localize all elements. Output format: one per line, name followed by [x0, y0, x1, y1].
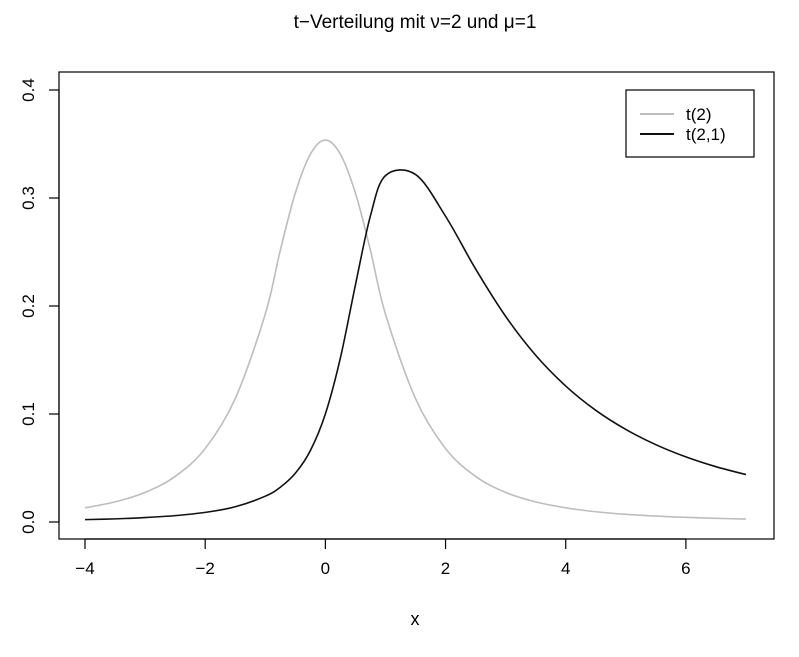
- x-axis-label: x: [411, 609, 420, 629]
- legend: t(2) t(2,1): [625, 89, 755, 158]
- y-tick-label: 0.2: [19, 294, 38, 318]
- y-tick-label: 0.0: [19, 510, 38, 534]
- x-tick-label: −2: [195, 559, 214, 578]
- x-tick-label: 4: [561, 559, 570, 578]
- series-layer: [84, 139, 747, 521]
- legend-box: [625, 89, 755, 158]
- x-axis: −4 −2 0 2 4 6: [75, 538, 691, 578]
- legend-label-t2: t(2): [686, 105, 712, 124]
- series-line-0: [84, 139, 747, 520]
- series-line-1: [84, 169, 747, 521]
- x-tick-label: 2: [441, 559, 450, 578]
- x-tick-label: −4: [75, 559, 94, 578]
- x-tick-label: 6: [681, 559, 690, 578]
- y-axis: 0.0 0.1 0.2 0.3 0.4: [19, 78, 60, 534]
- y-tick-label: 0.3: [19, 186, 38, 210]
- x-tick-label: 0: [321, 559, 330, 578]
- y-tick-label: 0.1: [19, 402, 38, 426]
- chart-title: t−Verteilung mit ν=2 und μ=1: [294, 12, 537, 33]
- legend-label-t21: t(2,1): [686, 125, 726, 144]
- y-tick-label: 0.4: [19, 78, 38, 102]
